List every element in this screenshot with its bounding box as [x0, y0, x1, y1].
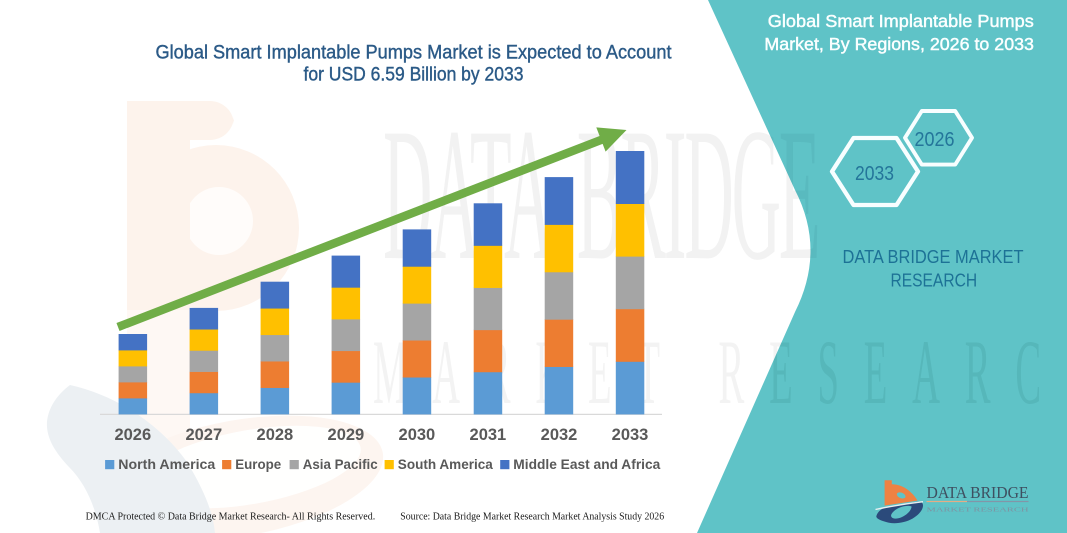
svg-text:Asia Pacific: Asia Pacific — [303, 456, 378, 472]
svg-text:2027: 2027 — [185, 426, 222, 444]
svg-text:Market, By Regions, 2026 to 20: Market, By Regions, 2026 to 2033 — [764, 34, 1034, 54]
svg-text:Europe: Europe — [235, 456, 281, 472]
svg-text:2032: 2032 — [541, 426, 578, 444]
svg-text:2030: 2030 — [399, 426, 436, 444]
svg-text:DATA BRIDGE: DATA BRIDGE — [383, 89, 818, 299]
svg-text:DATA BRIDGE: DATA BRIDGE — [927, 483, 1029, 502]
svg-text:2026: 2026 — [915, 128, 955, 151]
svg-text:2033: 2033 — [855, 162, 894, 185]
svg-text:Source: Data Bridge Market Res: Source: Data Bridge Market Research Mark… — [400, 511, 664, 522]
svg-text:MARKET RESEARCH: MARKET RESEARCH — [927, 507, 1030, 513]
svg-text:2031: 2031 — [470, 426, 507, 444]
svg-text:2028: 2028 — [257, 426, 294, 444]
svg-text:Global Smart Implantable Pumps: Global Smart Implantable Pumps Market is… — [156, 42, 673, 64]
svg-text:2029: 2029 — [328, 426, 365, 444]
svg-text:Global Smart Implantable Pumps: Global Smart Implantable Pumps — [768, 11, 1034, 31]
svg-text:North America: North America — [118, 456, 215, 472]
svg-text:for USD 6.59 Billion by 2033: for USD 6.59 Billion by 2033 — [304, 64, 524, 86]
svg-text:Middle East and Africa: Middle East and Africa — [513, 456, 660, 472]
svg-text:2033: 2033 — [612, 426, 649, 444]
svg-text:DMCA Protected © Data Bridge M: DMCA Protected © Data Bridge Market Rese… — [86, 511, 376, 522]
svg-text:RESEARCH: RESEARCH — [891, 270, 978, 291]
svg-text:2026: 2026 — [114, 426, 151, 444]
svg-text:South America: South America — [398, 456, 493, 472]
svg-text:DATA BRIDGE MARKET: DATA BRIDGE MARKET — [843, 246, 1024, 267]
